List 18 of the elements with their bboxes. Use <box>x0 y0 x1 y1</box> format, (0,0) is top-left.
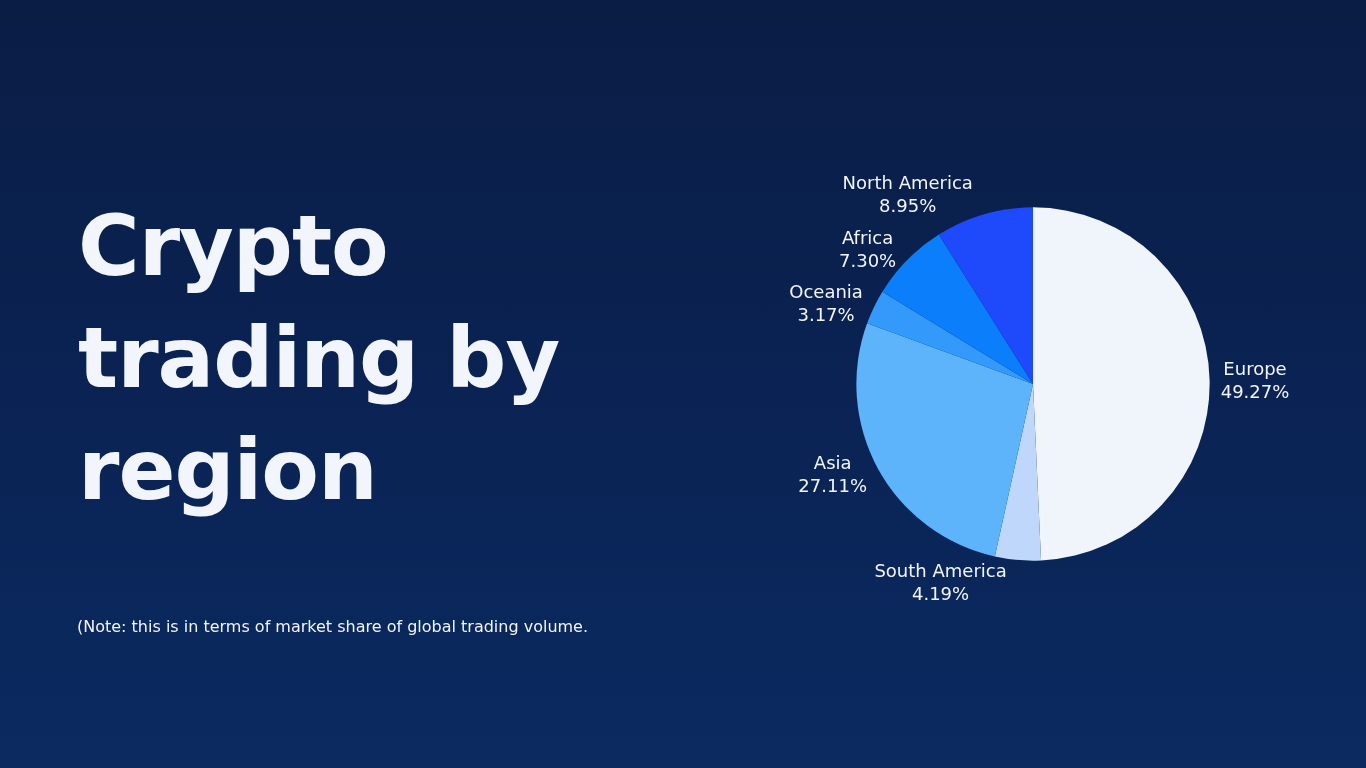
slice-label: Africa <box>841 226 894 248</box>
pie-slice <box>938 207 1033 384</box>
slice-label: South America <box>874 559 1007 581</box>
data-label: 4.19% <box>911 583 970 605</box>
slice-label: North America <box>842 171 973 193</box>
text: Crypto trading by region <box>78 196 561 521</box>
data-label: 7.30% <box>839 250 897 272</box>
slice-label: Asia <box>813 451 852 473</box>
data-label: 27.11% <box>798 475 867 497</box>
pie-slice <box>1033 207 1210 561</box>
text: (Note: this is in terms of market share of global trading volume. <box>77 617 589 636</box>
pie-slice <box>867 291 1033 384</box>
slice-label: Oceania <box>789 280 863 302</box>
pie-slice <box>994 384 1042 561</box>
data-label: 8.95% <box>879 195 937 217</box>
data-label: 3.17% <box>797 304 855 326</box>
data-label: 49.27% <box>1220 381 1290 403</box>
slice-label: Europe <box>1223 357 1287 379</box>
